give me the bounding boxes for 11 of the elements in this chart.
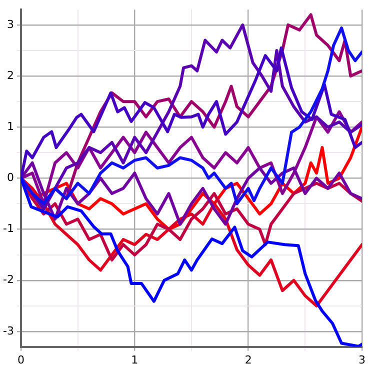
y-tick-label: 3 [6,18,14,31]
x-tick-label: 0 [17,353,24,366]
x-tick-label: 3 [358,353,366,366]
y-tick-label: 2 [6,68,14,82]
y-tick-label: 1 [6,120,14,133]
y-tick-label: 0 [6,171,14,184]
y-tick-label: -1 [3,222,14,236]
x-tick-label: 1 [131,353,138,366]
y-tick-label: -3 [3,324,14,338]
y-tick-label: -2 [3,273,14,286]
x-tick-label: 2 [244,353,252,366]
